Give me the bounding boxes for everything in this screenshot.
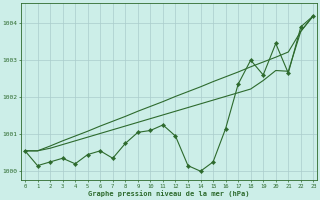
X-axis label: Graphe pression niveau de la mer (hPa): Graphe pression niveau de la mer (hPa) [88,190,250,197]
